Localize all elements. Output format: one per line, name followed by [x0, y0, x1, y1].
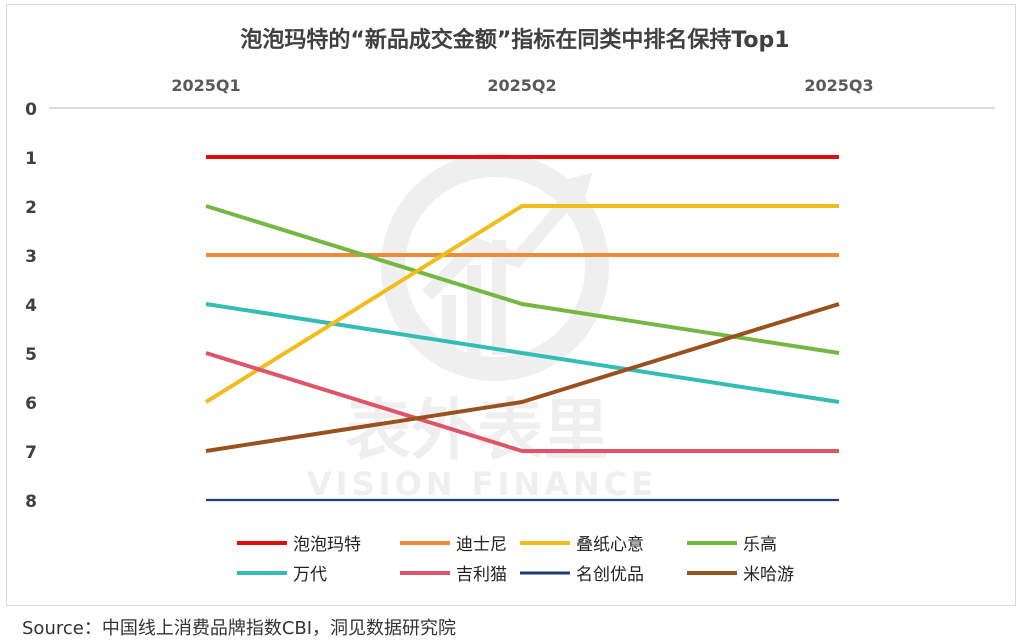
watermark-cn-text: 表外表里: [345, 392, 609, 469]
rank-line-chart: 表外表里 VISION FINANCE 泡泡玛特的“新品成交金额”指标在同类中排…: [25, 27, 995, 585]
y-tick-label: 5: [25, 345, 37, 365]
chart-frame: 表外表里 VISION FINANCE 泡泡玛特的“新品成交金额”指标在同类中排…: [6, 4, 1016, 606]
legend-label: 叠纸心意: [576, 535, 644, 555]
y-tick-label: 4: [25, 296, 37, 316]
x-tick-label: 2025Q3: [804, 76, 873, 95]
legend-label: 迪士尼: [456, 535, 507, 555]
legend-label: 米哈游: [743, 565, 794, 585]
y-tick-label: 8: [25, 492, 37, 512]
series-line: [205, 302, 840, 453]
legend-label: 名创优品: [576, 565, 644, 585]
y-tick-label: 2: [25, 198, 37, 218]
series-line: [205, 302, 840, 404]
chart-title: 泡泡玛特的“新品成交金额”指标在同类中排名保持Top1: [240, 27, 789, 53]
series-line: [205, 204, 840, 355]
series-line: [205, 351, 839, 453]
x-tick-label: 2025Q2: [487, 76, 556, 95]
y-tick-label: 7: [25, 443, 37, 463]
watermark-en-text: VISION FINANCE: [307, 465, 657, 503]
series-line: [204, 204, 839, 404]
y-tick-label: 0: [25, 100, 37, 120]
y-tick-label: 3: [25, 247, 37, 267]
source-note: Source：中国线上消费品牌指数CBI，洞见数据研究院: [22, 618, 457, 639]
y-tick-label: 1: [25, 149, 37, 169]
watermark-logo: 表外表里 VISION FINANCE: [307, 153, 657, 503]
legend-label: 吉利猫: [456, 565, 507, 585]
legend-label: 泡泡玛特: [293, 535, 361, 555]
legend-label: 万代: [293, 565, 327, 585]
legend-label: 乐高: [743, 535, 777, 555]
y-tick-label: 6: [25, 394, 37, 414]
x-tick-label: 2025Q1: [171, 76, 240, 95]
